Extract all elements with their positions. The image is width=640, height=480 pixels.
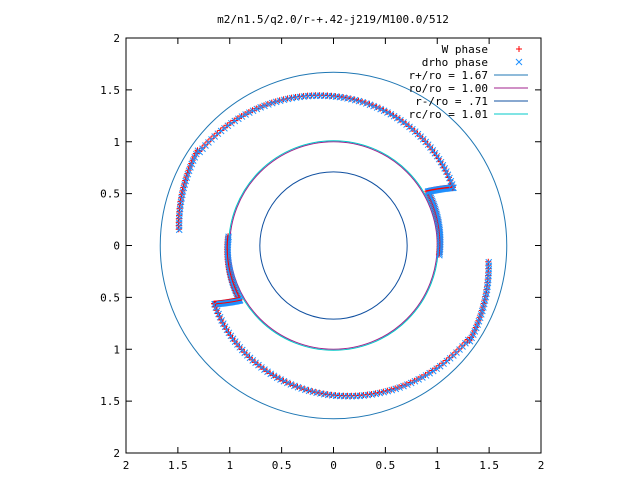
x-tick-label: 1	[226, 459, 233, 472]
legend-label: drho phase	[422, 56, 488, 69]
drho-phase-point	[272, 98, 280, 106]
legend-label: rc/ro = 1.01	[409, 108, 488, 121]
drho-phase-point	[223, 326, 231, 334]
drho-phase-point	[433, 365, 441, 373]
drho-phase-point	[433, 152, 441, 160]
drho-phase-point	[403, 121, 410, 128]
x-tick-label: 1.5	[479, 459, 499, 472]
drho-phase-point	[261, 102, 268, 110]
x-tick-label: 2	[123, 459, 130, 472]
drho-phase-point	[284, 95, 292, 103]
legend-label: r-/ro = .71	[415, 95, 488, 108]
circle-2	[229, 141, 438, 350]
drho-phase-point	[397, 116, 404, 124]
drho-phase-point	[277, 376, 284, 383]
x-tick-label: 0.5	[272, 459, 292, 472]
drho-phase-point	[429, 367, 437, 375]
y-tick-label: 0.5	[100, 188, 120, 201]
spiral-arm-1	[175, 92, 457, 259]
drho-phase-point	[291, 382, 298, 390]
drho-phase-point	[288, 94, 296, 102]
drho-phase-point	[400, 118, 407, 126]
x-tick-label: 0.5	[375, 459, 395, 472]
y-tick-label: 2	[113, 447, 120, 460]
drho-phase-point	[380, 388, 388, 396]
drho-phase-point	[435, 155, 443, 163]
drho-phase-point	[468, 334, 476, 342]
drho-phase-point	[301, 386, 309, 394]
y-tick-label: 1	[113, 343, 120, 356]
x-tick-label: 0	[330, 459, 337, 472]
drho-phase-point	[284, 379, 291, 387]
drho-phase-point	[372, 390, 380, 398]
drho-phase-point	[280, 96, 288, 104]
x-tick-label: 1.5	[168, 459, 188, 472]
x-tick-label: 2	[538, 459, 545, 472]
drho-phase-point	[215, 310, 222, 318]
drho-phase-point	[472, 324, 480, 332]
drho-phase-point	[436, 362, 444, 370]
y-tick-label: 2	[113, 32, 120, 45]
y-tick-label: 1	[113, 136, 120, 149]
legend-label: r+/ro = 1.67	[409, 69, 488, 82]
y-tick-label: 1.5	[100, 395, 120, 408]
drho-phase-point	[287, 381, 295, 388]
drho-phase-point	[422, 372, 430, 379]
drho-phase-point	[175, 226, 183, 234]
drho-phase-point	[355, 97, 363, 105]
x-tick-label: 1	[434, 459, 441, 472]
circle-3	[259, 171, 408, 320]
drho-phase-point	[376, 389, 384, 397]
drho-phase-point	[305, 387, 313, 395]
legend-label: W phase	[442, 43, 488, 56]
drho-phase-point	[270, 372, 278, 380]
drho-phase-point	[216, 313, 224, 321]
chart-title: m2/n1.5/q2.0/r-+.42-j219/M100.0/512	[217, 13, 449, 26]
drho-phase-point	[419, 374, 426, 381]
drho-phase-point	[267, 370, 275, 378]
drho-phase-point	[298, 385, 306, 392]
drho-phase-point	[245, 109, 253, 116]
drho-phase-point	[221, 323, 229, 331]
drho-phase-point	[469, 331, 477, 339]
circle-1	[159, 71, 508, 420]
drho-phase-point	[485, 258, 493, 266]
drho-phase-point	[219, 320, 227, 327]
legend-label: ro/ro = 1.00	[409, 82, 488, 95]
drho-phase-point	[249, 107, 257, 115]
spiral-arm-2	[211, 233, 493, 400]
drho-phase-point	[218, 317, 226, 324]
y-tick-label: 0.5	[100, 291, 120, 304]
y-tick-label: 0	[113, 240, 120, 253]
drho-phase-point	[276, 97, 284, 105]
drho-phase-point	[471, 327, 479, 335]
drho-phase-point	[294, 383, 302, 391]
drho-phase-point	[268, 99, 276, 107]
drho-phase-point	[280, 377, 288, 385]
legend-swatch-drho-phase	[515, 58, 523, 66]
drho-phase-point	[426, 369, 433, 377]
drho-phase-point	[466, 337, 474, 345]
plot-area	[159, 71, 508, 420]
drho-phase-point	[265, 101, 272, 108]
drho-phase-point	[257, 104, 265, 111]
axes: 2 1.5 1 0.5 0 0.5 1 1.5 221.510.500.511.52	[100, 32, 544, 472]
legend-swatch-w-phase	[516, 46, 522, 52]
drho-phase-point	[253, 105, 261, 113]
drho-phase-point	[273, 374, 281, 382]
y-tick-label: 1.5	[100, 84, 120, 97]
